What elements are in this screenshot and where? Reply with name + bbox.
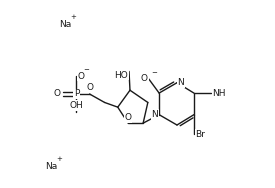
Text: Br: Br [196, 130, 205, 139]
Text: +: + [70, 14, 76, 20]
Text: N: N [178, 78, 184, 87]
Text: OH: OH [70, 101, 83, 110]
Text: NH: NH [212, 89, 226, 98]
Text: −: − [151, 70, 157, 76]
Text: O: O [86, 83, 93, 92]
Text: +: + [56, 156, 62, 162]
Text: O: O [77, 72, 84, 81]
Text: O: O [141, 74, 148, 83]
Text: P: P [74, 89, 79, 99]
Text: Na: Na [59, 20, 71, 29]
Text: −: − [83, 67, 89, 73]
Text: O: O [53, 89, 60, 99]
Text: O: O [125, 113, 132, 122]
Text: Na: Na [45, 162, 57, 171]
Text: N: N [152, 110, 158, 119]
Text: HO: HO [114, 70, 128, 80]
